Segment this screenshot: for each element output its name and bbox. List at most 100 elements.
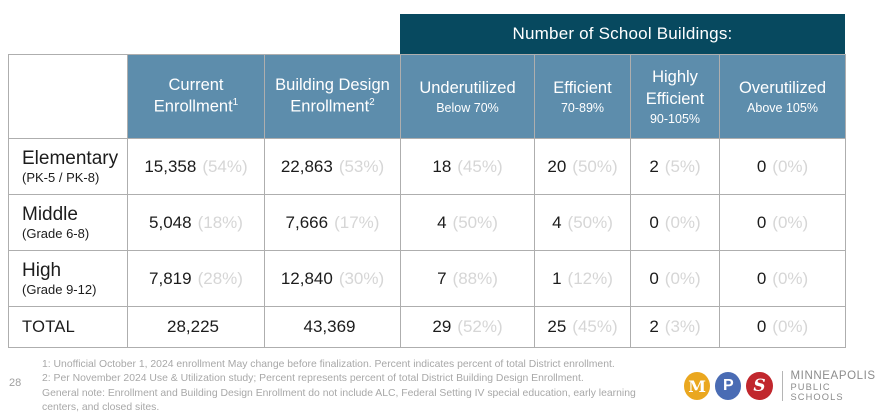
cell-number: 12,840	[280, 268, 333, 288]
cell-value: 15,358 (54%)	[127, 138, 265, 195]
cell-percent: (50%)	[452, 212, 498, 232]
footnotes: 1: Unofficial October 1, 2024 enrollment…	[42, 358, 670, 415]
table-row-total: TOTAL 28,225 43,369 29 (52%) 25 (45%) 2 (3%…	[8, 306, 846, 348]
row-label-sub: (PK-5 / PK-8)	[22, 169, 100, 185]
cell-percent: (54%)	[202, 156, 248, 176]
cell-value: 0 (0%)	[719, 194, 846, 251]
row-label-text: TOTAL	[22, 317, 76, 336]
cell-number: 0	[756, 268, 767, 288]
cell-number: 4	[552, 212, 562, 232]
cell-number: 7,819	[149, 268, 192, 288]
cell-percent: (45%)	[572, 317, 618, 336]
cell-value: 2 (3%)	[630, 306, 720, 348]
cell-percent: (17%)	[334, 212, 380, 232]
logo-circle-p: P	[715, 372, 742, 400]
row-label-sub: (Grade 9-12)	[22, 281, 97, 297]
cell-value: 20 (50%)	[534, 138, 631, 195]
col-header-highly-efficient: Highly Efficient 90-105%	[630, 54, 720, 139]
cell-value: 29 (52%)	[400, 306, 535, 348]
utilization-table: Current Enrollment1 Building Design Enro…	[8, 54, 846, 348]
col-header-efficient: Efficient 70-89%	[534, 54, 631, 139]
cell-value: 0 (0%)	[719, 306, 846, 348]
cell-percent: (50%)	[572, 156, 618, 176]
cell-number: 7	[437, 268, 447, 288]
cell-percent: (0%)	[772, 156, 809, 176]
cell-value: 7,666 (17%)	[264, 194, 401, 251]
cell-value: 5,048 (18%)	[127, 194, 265, 251]
col-header-overutilized: Overutilized Above 105%	[719, 54, 846, 139]
cell-number: 2	[649, 317, 659, 336]
cell-value: 0 (0%)	[630, 250, 720, 307]
cell-value: 4 (50%)	[400, 194, 535, 251]
footnote-marker: 1	[232, 97, 239, 109]
cell-value: 4 (50%)	[534, 194, 631, 251]
cell-percent: (53%)	[338, 156, 385, 176]
table-row-elementary: Elementary (PK-5 / PK-8) 15,358 (54%) 22,…	[8, 138, 846, 195]
logo-circle-s: S	[746, 372, 773, 400]
col-header-label: Highly Efficient	[645, 68, 705, 108]
cell-value: 0 (0%)	[719, 250, 846, 307]
logo-wordmark: MINNEAPOLIS PUBLIC SCHOOLS	[791, 370, 876, 402]
group-header-number-of-school-buildings: Number of School Buildings:	[400, 14, 845, 54]
row-label-sub: (Grade 6-8)	[22, 225, 90, 241]
col-header-current-enrollment: Current Enrollment1	[127, 54, 265, 139]
table-header-row: Current Enrollment1 Building Design Enro…	[8, 54, 846, 139]
cell-percent: (0%)	[664, 212, 701, 232]
cell-number: 7,666	[285, 212, 329, 232]
col-header-range: Below 70%	[436, 101, 499, 116]
cell-percent: (50%)	[567, 212, 613, 232]
cell-percent: (0%)	[772, 317, 809, 336]
row-label-text: Elementary	[22, 148, 119, 170]
cell-number: 0	[649, 268, 659, 288]
mps-logo: M P S MINNEAPOLIS PUBLIC SCHOOLS	[684, 370, 876, 402]
col-header-range: 90-105%	[649, 111, 701, 126]
col-header-label: Underutilized	[419, 78, 516, 97]
cell-percent: (30%)	[338, 268, 385, 288]
cell-number: 22,863	[280, 156, 333, 176]
cell-value: 0 (0%)	[719, 138, 846, 195]
col-header-label: Efficient	[553, 78, 612, 97]
cell-value: 0 (0%)	[630, 194, 720, 251]
logo-line-public-schools: PUBLIC SCHOOLS	[790, 382, 844, 402]
table-row-high: High (Grade 9-12) 7,819 (28%) 12,840 (30%)…	[8, 250, 846, 307]
cell-number: 28,225	[167, 317, 219, 336]
cell-percent: (28%)	[197, 268, 243, 288]
col-header-underutilized: Underutilized Below 70%	[400, 54, 535, 139]
col-header-building-design-enrollment: Building Design Enrollment2	[264, 54, 401, 139]
cell-number: 20	[547, 156, 567, 176]
col-header-range: Above 105%	[747, 101, 818, 116]
cell-number: 15,358	[144, 156, 197, 176]
footnote-marker: 2	[369, 97, 375, 109]
cell-value: 18 (45%)	[400, 138, 535, 195]
row-label-middle: Middle (Grade 6-8)	[8, 194, 128, 251]
cell-percent: (3%)	[664, 317, 701, 336]
cell-percent: (88%)	[452, 268, 498, 288]
cell-number: 4	[437, 212, 447, 232]
cell-percent: (12%)	[567, 268, 613, 288]
footnote-1: 1: Unofficial October 1, 2024 enrollment…	[42, 359, 615, 370]
logo-line-minneapolis: MINNEAPOLIS	[790, 370, 876, 382]
table-row-middle: Middle (Grade 6-8) 5,048 (18%) 7,666 (17%)…	[8, 194, 846, 251]
cell-percent: (0%)	[664, 268, 701, 288]
page-number: 28	[9, 377, 22, 389]
logo-circle-m: M	[684, 372, 711, 400]
row-label-text: Middle	[22, 204, 78, 226]
cell-value: 25 (45%)	[534, 306, 631, 348]
footnote-2: 2: Per November 2024 Use & Utilization s…	[42, 373, 584, 385]
col-header-range: 70-89%	[560, 101, 605, 116]
cell-number: 1	[552, 268, 562, 288]
cell-value: 7,819 (28%)	[127, 250, 265, 307]
footnote-general: General note: Enrollment and Building De…	[42, 387, 636, 413]
cell-value: 12,840 (30%)	[264, 250, 401, 307]
col-header-label: Overutilized	[738, 78, 827, 97]
table-corner-blank	[8, 54, 128, 139]
cell-percent: (52%)	[457, 317, 503, 336]
row-label-high: High (Grade 9-12)	[8, 250, 128, 307]
cell-value: 28,225	[127, 306, 265, 348]
cell-percent: (45%)	[457, 156, 503, 176]
cell-percent: (0%)	[772, 268, 809, 288]
logo-divider	[781, 371, 783, 401]
cell-value: 22,863 (53%)	[264, 138, 401, 195]
col-header-label: Current Enrollment	[153, 75, 233, 116]
